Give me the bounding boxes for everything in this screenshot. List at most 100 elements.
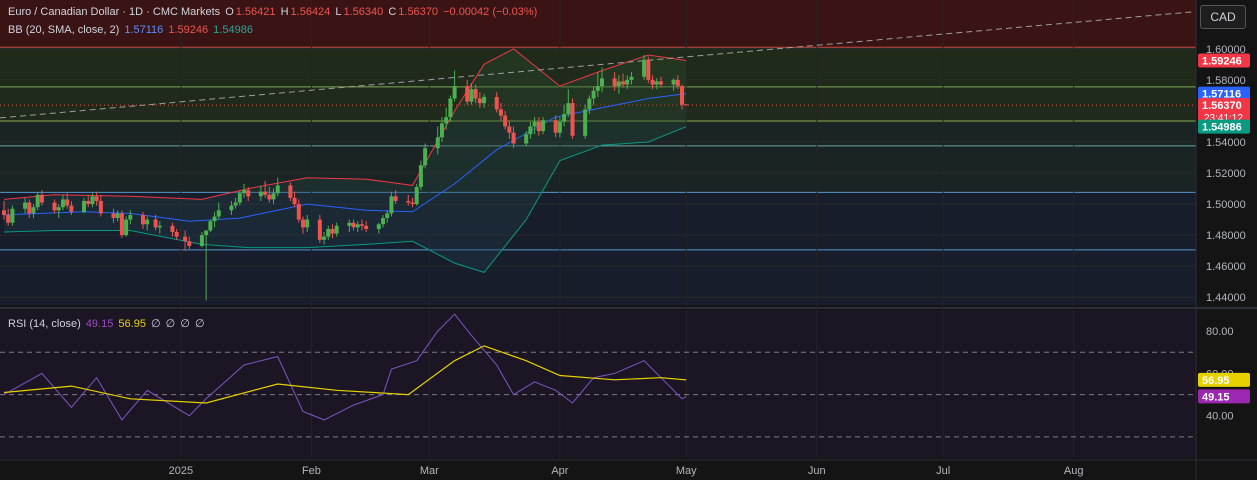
- candle-body: [292, 197, 297, 205]
- candle-body: [557, 121, 562, 133]
- candle-body: [566, 103, 571, 115]
- symbol-title[interactable]: Euro / Canadian Dollar · 1D · CMC Market…: [8, 6, 221, 18]
- rsi-extra-4: ∅: [194, 318, 205, 330]
- bb-legend[interactable]: BB (20, SMA, close, 2) 1.57116 1.59246 1…: [8, 24, 255, 36]
- candle-body: [229, 205, 234, 211]
- zone-top: [0, 0, 1196, 48]
- change-value: −0.00042 (−0.03%): [443, 6, 538, 18]
- candle-body: [616, 81, 621, 87]
- price-label-bg: [1198, 98, 1250, 125]
- candle-body: [650, 79, 655, 85]
- candle-body: [6, 214, 11, 223]
- candle-body: [212, 216, 217, 222]
- candle-body: [629, 76, 634, 80]
- candle-body: [204, 230, 209, 236]
- candle-body: [570, 103, 575, 136]
- bb-basis-value: 1.57116: [124, 24, 164, 36]
- candle-body: [410, 202, 415, 205]
- candle-body: [82, 200, 87, 212]
- time-tick-label: Jul: [936, 465, 950, 477]
- rsi-extra-1: ∅: [151, 318, 161, 330]
- candle-body: [69, 205, 74, 212]
- price-axis[interactable]: 1.600001.580001.560001.540001.520001.500…: [1195, 0, 1250, 480]
- candle-body: [170, 225, 175, 233]
- candle-body: [98, 200, 103, 214]
- price-label: 1.57116: [1202, 89, 1241, 101]
- low-value: 1.56340: [343, 6, 384, 18]
- candle-body: [39, 194, 44, 203]
- candle-body: [317, 219, 322, 240]
- bb-lower-value: 1.54986: [213, 24, 253, 36]
- candle-body: [90, 196, 95, 205]
- candle-body: [267, 194, 272, 200]
- candle-body: [334, 225, 339, 234]
- candle-body: [305, 219, 310, 228]
- candle-body: [553, 120, 558, 133]
- candle-body: [124, 219, 129, 236]
- header-legend: Euro / Canadian Dollar · 1D · CMC Market…: [8, 6, 539, 18]
- time-tick-label: Aug: [1064, 465, 1084, 477]
- candle-body: [393, 196, 398, 201]
- bollinger-lines: [3, 48, 687, 273]
- candle-body: [86, 200, 91, 205]
- candle-body: [511, 132, 516, 144]
- price-label-countdown: 23:41:12: [1204, 113, 1243, 124]
- candle-body: [52, 202, 57, 211]
- time-tick-label: Apr: [551, 465, 568, 477]
- time-tick-label: Mar: [420, 465, 439, 477]
- price-label: 1.59246: [1202, 56, 1242, 68]
- rsi-ma-value: 56.95: [118, 318, 146, 330]
- candle-body: [242, 190, 247, 194]
- candle-body: [423, 148, 428, 166]
- price-tick-label: 1.44000: [1206, 292, 1246, 304]
- candle-body: [583, 109, 588, 136]
- candle-body: [140, 214, 145, 225]
- candle-body: [322, 236, 327, 240]
- rsi-pane: [0, 313, 1196, 438]
- candle-body: [60, 199, 65, 208]
- candle-body: [675, 79, 680, 87]
- price-tick-label: 1.58000: [1206, 75, 1246, 87]
- price-tick-label: 1.54000: [1206, 137, 1246, 149]
- rsi-label-badge-bg: [1198, 389, 1250, 404]
- candle-body: [532, 121, 537, 127]
- candle-body: [56, 207, 61, 211]
- candle-body: [435, 137, 440, 149]
- candle-body: [498, 109, 503, 116]
- rsi-label-badge-bg: [1198, 372, 1250, 387]
- high-value: 1.56424: [290, 6, 331, 18]
- bb-upper-line: [3, 48, 687, 200]
- candle-body: [439, 123, 444, 138]
- candle-body: [296, 204, 301, 220]
- rsi-background: [0, 310, 1196, 458]
- candle-body: [381, 218, 386, 225]
- candle-body: [671, 79, 676, 85]
- time-axis[interactable]: 2025 Feb Mar Apr May Jun Jul Aug: [0, 459, 1257, 477]
- rsi-extra-3: ∅: [180, 318, 190, 330]
- candle-body: [271, 193, 276, 200]
- candle-body: [389, 196, 394, 214]
- candle-body: [595, 86, 600, 91]
- candle-body: [35, 194, 40, 208]
- currency-button[interactable]: CAD: [1200, 5, 1246, 29]
- candle-body: [376, 224, 381, 229]
- candle-body: [587, 98, 592, 110]
- price-label-bg: [1198, 53, 1250, 68]
- time-tick-label: 2025: [169, 465, 193, 477]
- price-label: 1.56370: [1202, 100, 1242, 112]
- candle-body: [562, 114, 567, 122]
- rsi-tick-label: 80.00: [1206, 326, 1234, 338]
- candle-body: [351, 222, 356, 228]
- candle-body: [288, 185, 293, 198]
- candle-body: [600, 78, 604, 87]
- candle-body: [355, 224, 360, 228]
- price-label-bg: [1198, 119, 1250, 134]
- grid-lines: [0, 0, 1196, 458]
- rsi-legend[interactable]: RSI (14, close) 49.15 56.95 ∅ ∅ ∅ ∅: [8, 317, 207, 330]
- candle-body: [477, 98, 482, 104]
- rsi-value: 49.15: [85, 318, 114, 330]
- candle-body: [65, 199, 70, 206]
- rsi-label-badge: 49.15: [1202, 391, 1230, 403]
- candle-body: [524, 134, 529, 144]
